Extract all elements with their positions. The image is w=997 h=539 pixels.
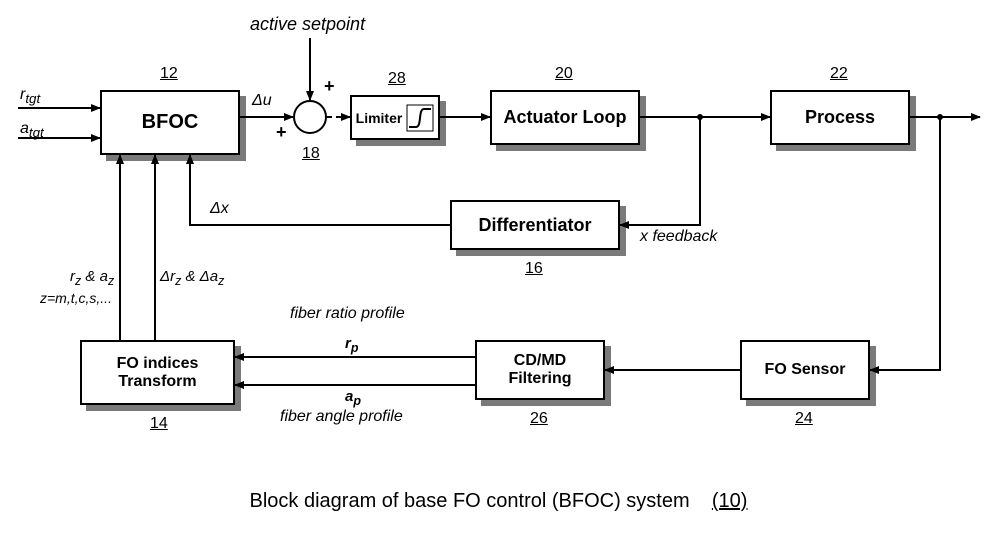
label-fiber-ratio-profile: fiber ratio profile <box>290 305 405 323</box>
label-r-tgt: rtgt <box>20 86 40 106</box>
block-bfoc-label: BFOC <box>142 111 199 134</box>
ref-transform: 14 <box>150 415 168 433</box>
block-diff: Differentiator <box>450 200 620 250</box>
ref-sensor: 24 <box>795 410 813 428</box>
ref-diff: 16 <box>525 260 543 278</box>
block-bfoc: BFOC <box>100 90 240 155</box>
caption-ref: (10) <box>712 490 748 512</box>
block-sensor: FO Sensor <box>740 340 870 400</box>
label-delta-x: Δx <box>210 200 229 218</box>
label-drz-daz: Δrz & Δaz <box>160 268 224 288</box>
ref-filter: 26 <box>530 410 548 428</box>
block-limiter-label: Limiter <box>356 110 403 126</box>
label-rp: rp <box>345 335 358 355</box>
label-active-setpoint: active setpoint <box>250 14 365 35</box>
block-process: Process <box>770 90 910 145</box>
block-transform: FO indices Transform <box>80 340 235 405</box>
plus-top: + <box>324 76 335 97</box>
block-actuator: Actuator Loop <box>490 90 640 145</box>
ref-limiter: 28 <box>388 70 406 88</box>
label-ap: ap <box>345 388 361 408</box>
summing-junction <box>293 100 327 134</box>
caption-text: Block diagram of base FO control (BFOC) … <box>250 490 690 512</box>
block-filter: CD/MD Filtering <box>475 340 605 400</box>
diagram-stage: BFOC 12 Limiter 28 Actuator Loop 20 Proc… <box>0 0 997 539</box>
label-z-eq: z=m,t,c,s,... <box>40 290 112 306</box>
ref-sum: 18 <box>302 145 320 163</box>
block-sensor-label: FO Sensor <box>765 361 846 379</box>
block-limiter: Limiter <box>350 95 440 140</box>
block-transform-label: FO indices Transform <box>86 355 229 391</box>
block-filter-label: CD/MD Filtering <box>481 352 599 388</box>
ref-process: 22 <box>830 65 848 83</box>
figure-caption: Block diagram of base FO control (BFOC) … <box>0 490 997 513</box>
block-process-label: Process <box>805 107 875 128</box>
ref-actuator: 20 <box>555 65 573 83</box>
label-rz-az: rz & az <box>70 268 114 288</box>
label-fiber-angle-profile: fiber angle profile <box>280 408 403 426</box>
block-actuator-label: Actuator Loop <box>504 107 627 128</box>
plus-left: + <box>276 122 287 143</box>
label-delta-u: Δu <box>252 92 272 110</box>
s-curve-icon <box>406 104 434 132</box>
label-a-tgt: atgt <box>20 120 44 140</box>
block-diff-label: Differentiator <box>478 215 591 236</box>
label-x-feedback: x feedback <box>640 228 717 246</box>
ref-bfoc: 12 <box>160 65 178 83</box>
